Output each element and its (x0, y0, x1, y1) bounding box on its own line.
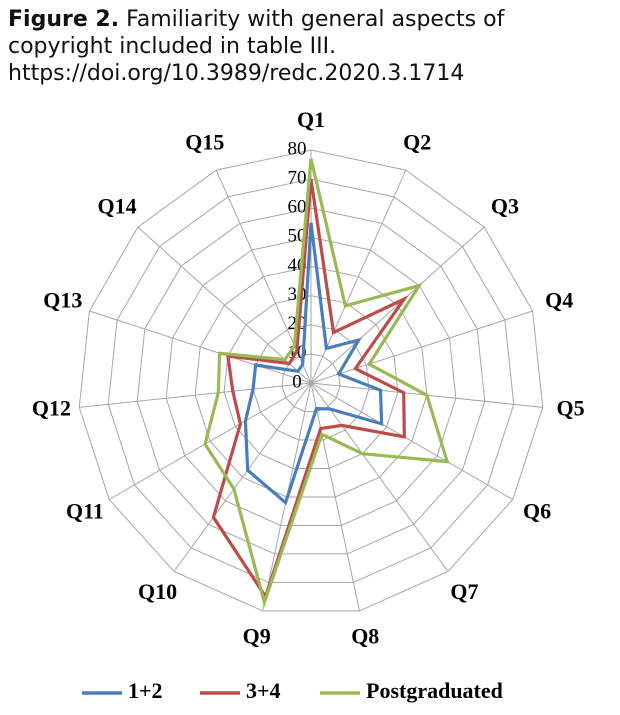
category-label: Q10 (138, 579, 177, 604)
spoke (108, 382, 312, 500)
category-label: Q15 (185, 130, 224, 155)
grid-ring (136, 207, 486, 555)
grid-ring (194, 265, 428, 498)
category-label: Q13 (43, 287, 82, 312)
legend-label: Postgraduated (366, 678, 503, 703)
r-tick-label: 0 (292, 371, 302, 392)
spoke (215, 169, 312, 384)
category-label: Q9 (243, 623, 271, 648)
title-block: Figure 2. Familiarity with general aspec… (8, 6, 578, 87)
category-label: Q1 (297, 107, 325, 132)
spoke (310, 226, 485, 384)
series-line (211, 178, 409, 601)
category-label: Q14 (97, 193, 136, 218)
spoke (310, 310, 533, 384)
category-label: Q3 (491, 193, 519, 218)
r-tick-label: 60 (288, 197, 307, 218)
r-tick-label: 80 (288, 138, 307, 159)
spoke (310, 382, 360, 612)
category-label: Q6 (523, 499, 551, 524)
spoke (89, 310, 312, 384)
spoke (173, 382, 312, 572)
category-label: Q8 (351, 623, 379, 648)
figure-label: Figure 2. (8, 7, 120, 32)
series-line (243, 222, 384, 506)
legend-label: 3+4 (246, 678, 281, 703)
r-tick-label: 70 (288, 167, 307, 188)
category-label: Q7 (450, 579, 478, 604)
spoke (137, 226, 312, 384)
category-label: Q11 (66, 499, 104, 524)
grid-ring (165, 236, 457, 526)
r-tick-label: 50 (288, 226, 307, 247)
grid-ring (78, 149, 544, 612)
category-label: Q12 (32, 395, 71, 420)
legend-label: 1+2 (128, 678, 163, 703)
spoke (79, 382, 312, 408)
doi: https://doi.org/10.3989/redc.2020.3.1714 (8, 61, 465, 86)
category-label: Q2 (403, 130, 431, 155)
series-line (203, 158, 450, 608)
category-label: Q5 (557, 395, 585, 420)
spoke (310, 382, 449, 572)
grid-ring (252, 324, 370, 441)
category-label: Q4 (545, 287, 573, 312)
spoke (310, 382, 514, 500)
chart-title: Familiarity with general aspects of copy… (8, 7, 505, 59)
grid-ring (107, 178, 515, 583)
